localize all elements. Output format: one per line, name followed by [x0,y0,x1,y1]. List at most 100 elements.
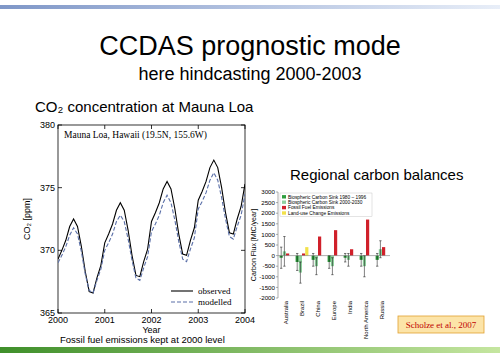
error-stem [380,241,381,258]
bar [334,230,337,255]
error-cap [360,266,362,267]
error-cap [299,261,301,262]
error-stem [329,256,330,269]
error-cap [344,253,346,254]
series-line [58,173,245,293]
slide: CCDAS prognostic modehere hindcasting 20… [0,0,500,353]
y-axis-label: Carbon Flux [MtC/year] [250,209,258,281]
y-axis-label: CO₂ [ppm] [22,198,32,240]
legend-label: Biospheric Carbon Sink 1980 – 1996 [288,195,366,200]
y-tick-label: 1000 [261,231,275,238]
x-tick-label: Australia [283,300,289,324]
bar [286,253,289,255]
error-bar [299,262,301,283]
y-tick-label: 370 [40,245,55,255]
x-tick-label: India [347,300,353,314]
legend-label: Fossil Fuel Emissions [288,205,335,210]
bar-chart: Regional carbon balances-2000-1500-1000-… [250,166,463,339]
error-cap [280,268,282,269]
error-cap [363,276,365,277]
error-cap [331,274,333,275]
y-tick-label: 500 [265,241,276,248]
error-cap [315,274,317,275]
plot-bars [280,220,386,284]
plot-frame [58,125,245,313]
y-tick [58,313,62,314]
y-tick [276,234,278,235]
x-tick [58,125,59,129]
error-cap [331,257,333,258]
error-bar [315,258,317,275]
error-stem [281,247,282,268]
x-tick-label: 2004 [235,315,255,325]
legend-swatch [282,201,286,204]
citation-box [398,316,484,333]
y-tick-label: 0 [272,252,276,259]
error-bar [331,258,333,275]
y-tick-label: 2000 [261,209,275,216]
legend-label: observed [198,286,231,296]
x-tick [198,309,199,313]
y-tick [276,192,278,193]
x-tick-label: Brazil [299,301,305,316]
error-cap [379,257,381,258]
x-tick-label: Russia [379,300,385,319]
y-tick [276,276,278,277]
bar [350,249,353,255]
legend-swatch [171,301,193,302]
y-tick-label: 2500 [261,199,275,206]
error-cap [379,240,381,241]
bottom-band [0,347,500,353]
chart-title: CO₂ concentration at Mauna Loa [35,98,254,115]
x-tick [104,309,105,313]
x-tick [245,309,246,313]
x-tick-label: 2001 [95,315,115,325]
error-bar [283,237,285,267]
legend-swatch [282,211,286,214]
error-stem [284,237,285,267]
error-bar [296,253,298,270]
error-cap [283,266,285,267]
y-tick-label: 365 [40,308,55,318]
legend-box [280,193,372,217]
y-tick [276,298,278,299]
y-tick-label: -2000 [259,294,275,301]
annotation: Fossil fuel emissions kept at 2000 level [60,334,225,345]
top-band [0,5,500,9]
legend-swatch [171,290,193,291]
x-tick-label: China [315,300,321,316]
bar [305,247,308,255]
y-tick-label: -1000 [259,273,275,280]
x-tick [198,125,199,129]
x-tick-label: North America [363,300,369,339]
legend-label: modelled [198,297,232,307]
y-tick [276,245,278,246]
x-tick [104,125,105,129]
x-tick-label: Europe [331,300,337,320]
y-tick [276,202,278,203]
x-tick [151,309,152,313]
series-line [58,160,245,293]
error-cap [280,247,282,248]
error-cap [347,266,349,267]
x-tick [151,125,152,129]
error-bar [328,256,330,269]
error-stem [300,262,301,283]
line-chart: CO₂ concentration at Mauna Loa2000200120… [22,98,255,345]
y-tick [58,125,62,126]
y-tick [276,266,278,267]
error-cap [283,236,285,237]
x-tick-label: 2003 [188,315,208,325]
y-tick-label: -500 [263,262,276,269]
y-tick [58,187,62,188]
legend-label: Biospheric Carbon Sink 2000-2030 [288,200,363,205]
y-tick-label: 3000 [261,188,275,195]
y-tick-label: 375 [40,183,55,193]
error-cap [315,257,317,258]
plot-lines [58,160,245,293]
slide-title: CCDAS prognostic mode [99,31,401,61]
error-cap [347,253,349,254]
error-bar [379,241,381,258]
error-cap [299,283,301,284]
error-cap [360,253,362,254]
